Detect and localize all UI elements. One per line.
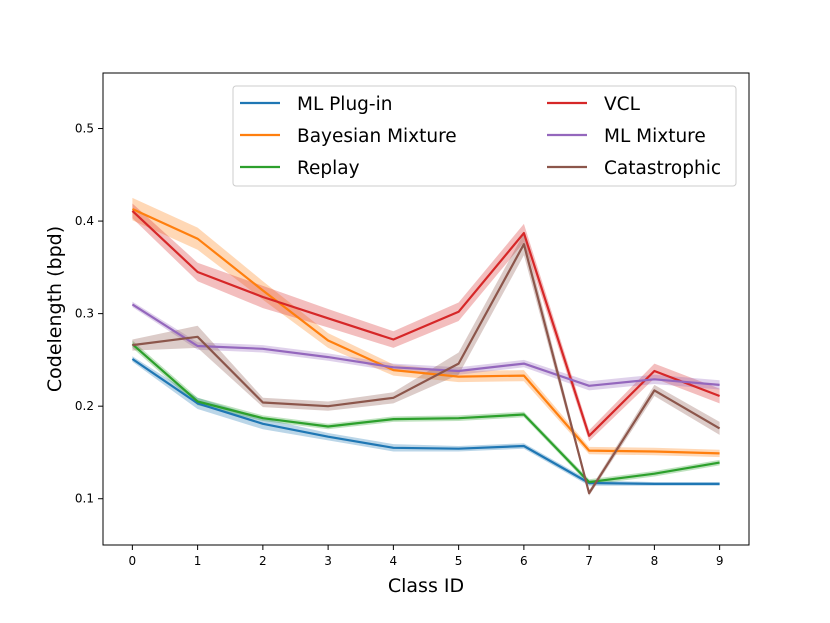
x-tick-label: 6 xyxy=(520,554,528,568)
series-line-ml-plug-in xyxy=(131,358,720,485)
y-tick-label: 0.5 xyxy=(75,122,94,136)
x-axis: 0 1 2 3 4 5 6 7 8 9 xyxy=(129,545,724,568)
y-tick-label: 0.2 xyxy=(75,399,94,413)
series-line-replay xyxy=(131,343,720,484)
y-tick-label: 0.3 xyxy=(75,307,94,321)
x-tick-label: 4 xyxy=(390,554,398,568)
y-axis: 0.1 0.2 0.3 0.4 0.5 xyxy=(75,122,103,506)
x-tick-label: 1 xyxy=(194,554,202,568)
legend-label-ml-plug-in: ML Plug-in xyxy=(297,94,392,115)
series-lines xyxy=(131,207,721,495)
plot-frame xyxy=(102,72,750,546)
legend-label-catastrophic: Catastrophic xyxy=(604,158,721,179)
y-tick-label: 0.1 xyxy=(75,492,94,506)
x-tick-label: 8 xyxy=(651,554,659,568)
x-tick-label: 7 xyxy=(585,554,593,568)
band-ml-plug-in xyxy=(132,356,720,486)
legend-label-replay: Replay xyxy=(297,158,360,179)
series-line-vcl xyxy=(131,210,720,437)
x-tick-label: 3 xyxy=(324,554,332,568)
legend: ML Plug-in Bayesian Mixture Replay VCL ML Mi… xyxy=(232,85,737,187)
x-tick-label: 9 xyxy=(716,554,724,568)
series-line-ml-mixture xyxy=(131,303,720,387)
x-tick-label: 5 xyxy=(455,554,463,568)
band-replay xyxy=(132,340,720,485)
x-tick-label: 2 xyxy=(259,554,267,568)
y-axis-title: Codelength (bpd) xyxy=(44,226,66,392)
series-line-catastrophic xyxy=(132,243,721,495)
legend-label-bayesian-mixture: Bayesian Mixture xyxy=(297,126,457,147)
legend-box xyxy=(232,85,737,187)
x-tick-label: 0 xyxy=(129,554,137,568)
y-tick-label: 0.4 xyxy=(75,214,94,228)
legend-label-vcl: VCL xyxy=(604,94,641,115)
legend-label-ml-mixture: ML Mixture xyxy=(604,126,706,147)
series-line-bayesian-mixture xyxy=(131,207,720,455)
x-axis-title: Class ID xyxy=(388,575,464,597)
